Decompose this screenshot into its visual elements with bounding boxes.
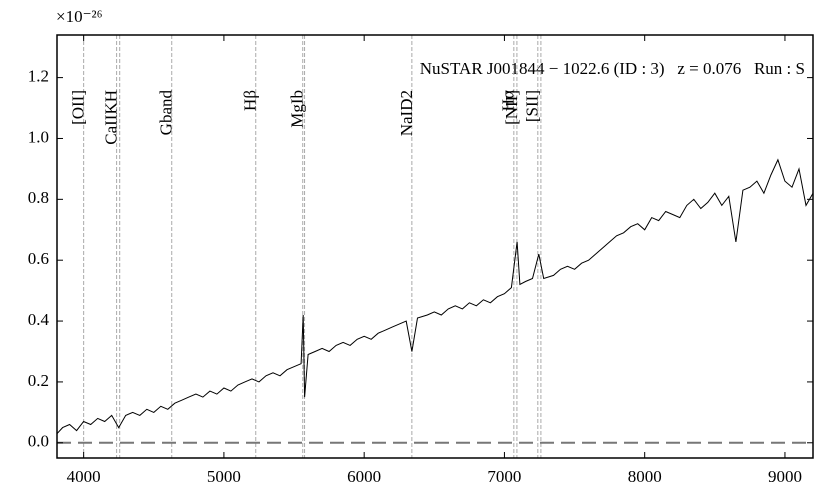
line-label: [SII]: [523, 90, 542, 122]
x-tick-label: 8000: [628, 467, 662, 486]
y-tick-label: 0.8: [28, 188, 49, 207]
line-label: CaIIKH: [102, 90, 121, 145]
y-tick-label: 0.4: [28, 310, 50, 329]
line-label: [NII]: [502, 90, 521, 125]
x-tick-label: 5000: [207, 467, 241, 486]
y-tick-label: 1.0: [28, 127, 49, 146]
line-label: Hα: [499, 90, 518, 111]
plot-frame: [56, 34, 814, 459]
x-tick-label: 7000: [487, 467, 521, 486]
line-label: [OII]: [69, 90, 88, 125]
y-tick-label: 0.6: [28, 249, 49, 268]
y-tick-label: 0.0: [28, 432, 49, 451]
chart-title: NuSTAR J001844 − 1022.6 (ID : 3) z = 0.0…: [420, 59, 805, 78]
line-label: NaID2: [397, 90, 416, 136]
spectrum-line: [56, 158, 814, 435]
line-label: Gband: [157, 90, 176, 136]
x-tick-label: 4000: [67, 467, 101, 486]
line-label: Hβ: [241, 90, 260, 111]
line-label: MgIb: [288, 90, 307, 128]
y-tick-label: 0.2: [28, 371, 49, 390]
x-tick-label: 6000: [347, 467, 381, 486]
x-tick-label: 9000: [768, 467, 802, 486]
exponent-label: ×10⁻²⁶: [56, 7, 103, 26]
y-tick-label: 1.2: [28, 67, 49, 86]
